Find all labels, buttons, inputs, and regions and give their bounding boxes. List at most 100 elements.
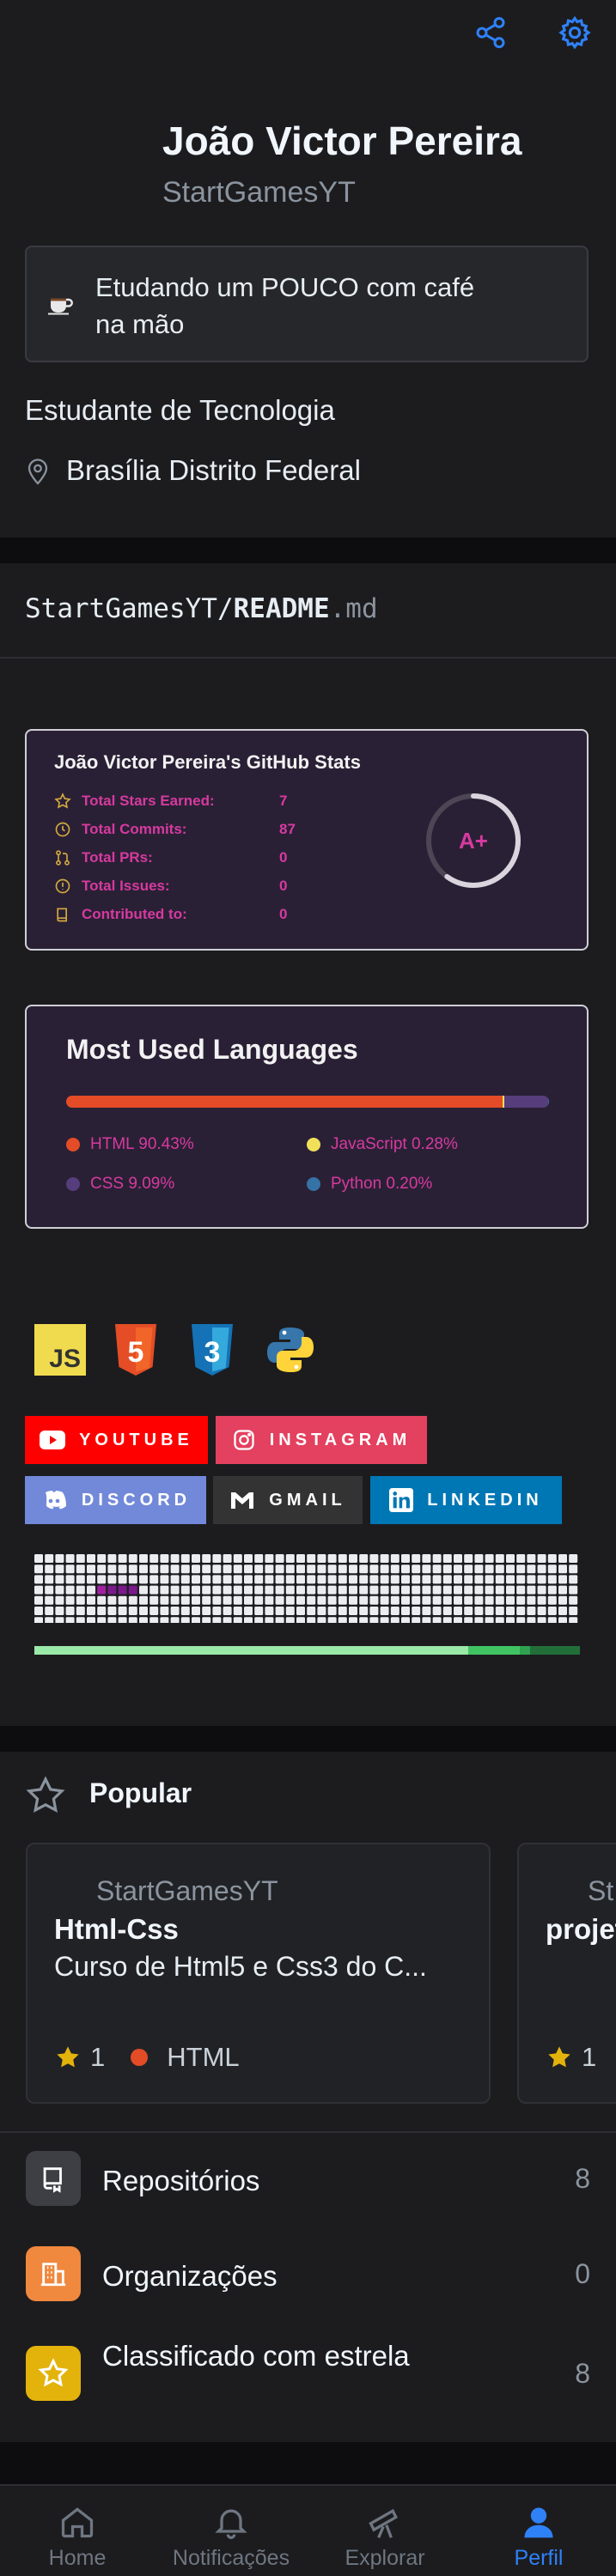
contribution-cell xyxy=(233,1575,242,1584)
contribution-cell xyxy=(107,1595,117,1605)
contribution-cell xyxy=(192,1575,200,1584)
contribution-cell xyxy=(527,1585,536,1595)
contribution-cell xyxy=(254,1617,264,1626)
contribution-cell xyxy=(569,1595,578,1605)
contribution-cell xyxy=(34,1554,43,1563)
css3-logo-label: 3 xyxy=(204,1336,221,1369)
contribution-cell xyxy=(485,1595,494,1605)
contribution-cell xyxy=(432,1607,442,1615)
pull-request-icon xyxy=(56,850,70,866)
contribution-cell xyxy=(202,1554,211,1563)
person-icon xyxy=(524,2507,553,2538)
stats-title: João Victor Pereira's GitHub Stats xyxy=(54,751,361,773)
contribution-cell xyxy=(485,1554,494,1563)
contribution-cell xyxy=(569,1617,578,1626)
menu-item-starred[interactable]: Classificado com estrela 8 xyxy=(0,2325,616,2437)
gmail-badge[interactable]: GMAIL xyxy=(213,1476,363,1524)
contribution-cell xyxy=(55,1607,64,1615)
menu-item-repositories[interactable]: Repositórios 8 xyxy=(0,2134,616,2228)
contribution-cell xyxy=(317,1585,326,1595)
contribution-cell xyxy=(212,1564,222,1574)
contribution-cell xyxy=(212,1607,222,1615)
contribution-cell xyxy=(212,1617,222,1626)
contribution-cell xyxy=(527,1554,536,1563)
contribution-cell xyxy=(432,1585,442,1595)
contribution-cell xyxy=(474,1564,484,1574)
contribution-cell xyxy=(202,1607,211,1615)
contribution-cell xyxy=(401,1564,410,1574)
contribution-cell xyxy=(412,1607,421,1615)
contribution-cell xyxy=(327,1585,337,1595)
contribution-cell xyxy=(254,1607,264,1615)
menu-count: 8 xyxy=(575,2358,590,2389)
contribution-cell xyxy=(327,1575,337,1584)
contribution-cell xyxy=(192,1564,200,1574)
readme-title[interactable]: StartGamesYT/README.md xyxy=(25,593,378,624)
contribution-cell xyxy=(569,1564,578,1574)
language-bar-segment xyxy=(503,1096,504,1108)
contribution-cell xyxy=(569,1554,578,1563)
popular-repo-card[interactable]: StartGamesYT Html-Css Curso de Html5 e C… xyxy=(26,1843,491,2104)
contribution-cell xyxy=(128,1575,137,1584)
contribution-cell xyxy=(422,1585,431,1595)
contribution-cell xyxy=(485,1607,494,1615)
menu-item-organizations[interactable]: Organizações 0 xyxy=(0,2229,616,2324)
contribution-cell xyxy=(527,1595,536,1605)
contribution-cell xyxy=(65,1617,75,1626)
contribution-cell xyxy=(307,1564,316,1574)
contribution-cell xyxy=(180,1617,190,1626)
nav-home[interactable]: Home xyxy=(0,2486,155,2576)
contribution-cell xyxy=(547,1607,557,1615)
youtube-badge[interactable]: YOUTUBE xyxy=(25,1416,208,1464)
instagram-badge[interactable]: INSTAGRAM xyxy=(216,1416,427,1464)
nav-notifications[interactable]: Notificações xyxy=(154,2486,308,2576)
menu-label: Repositórios xyxy=(102,2165,260,2196)
contribution-cell xyxy=(128,1595,137,1605)
contribution-cell xyxy=(170,1575,180,1584)
settings-button[interactable] xyxy=(554,12,595,53)
popular-repo-card[interactable]: St projet 1 xyxy=(517,1843,616,2104)
contribution-cell xyxy=(285,1554,295,1563)
contribution-cell xyxy=(422,1595,431,1605)
stat-row: Total PRs: 0 xyxy=(54,848,287,868)
contribution-cell xyxy=(380,1585,389,1595)
contribution-cell xyxy=(359,1595,369,1605)
nav-profile[interactable]: Perfil xyxy=(461,2486,616,2576)
contribution-cell xyxy=(65,1585,75,1595)
linkedin-badge[interactable]: LINKEDIN xyxy=(370,1476,562,1524)
language-bar-segment xyxy=(503,1096,548,1108)
contribution-cell xyxy=(506,1595,515,1605)
contribution-cell xyxy=(442,1585,452,1595)
contribution-cell xyxy=(192,1585,200,1595)
contribution-cell xyxy=(516,1595,526,1605)
github-stats-card: João Victor Pereira's GitHub Stats Total… xyxy=(25,729,589,951)
contribution-cell xyxy=(285,1595,295,1605)
contribution-cell xyxy=(118,1554,127,1563)
stat-value: 7 xyxy=(279,793,288,809)
contribution-cell xyxy=(55,1585,64,1595)
contribution-cell xyxy=(380,1554,389,1563)
contribution-cell xyxy=(65,1554,75,1563)
contribution-cell xyxy=(149,1564,159,1574)
instagram-icon xyxy=(234,1430,254,1450)
contribution-cell xyxy=(265,1607,274,1615)
nav-explore[interactable]: Explorar xyxy=(308,2486,462,2576)
star-icon xyxy=(26,1776,65,1813)
status-box[interactable]: Etudando um POUCO com café na mão xyxy=(25,246,589,362)
contribution-cell xyxy=(516,1564,526,1574)
repo-icon xyxy=(57,908,67,922)
contribution-cell xyxy=(192,1617,200,1626)
stat-value: 0 xyxy=(279,878,288,894)
stat-value: 87 xyxy=(279,821,296,837)
contribution-cell xyxy=(412,1564,421,1574)
contribution-cell xyxy=(412,1575,421,1584)
share-button[interactable] xyxy=(470,12,511,53)
contribution-cell xyxy=(506,1564,515,1574)
discord-badge[interactable]: DISCORD xyxy=(25,1476,206,1524)
contribution-cell xyxy=(338,1617,347,1626)
contribution-cell xyxy=(244,1585,253,1595)
contribution-cell xyxy=(244,1607,253,1615)
contribution-cell xyxy=(558,1554,567,1563)
contribution-cell xyxy=(380,1617,389,1626)
contribution-cell xyxy=(474,1617,484,1626)
